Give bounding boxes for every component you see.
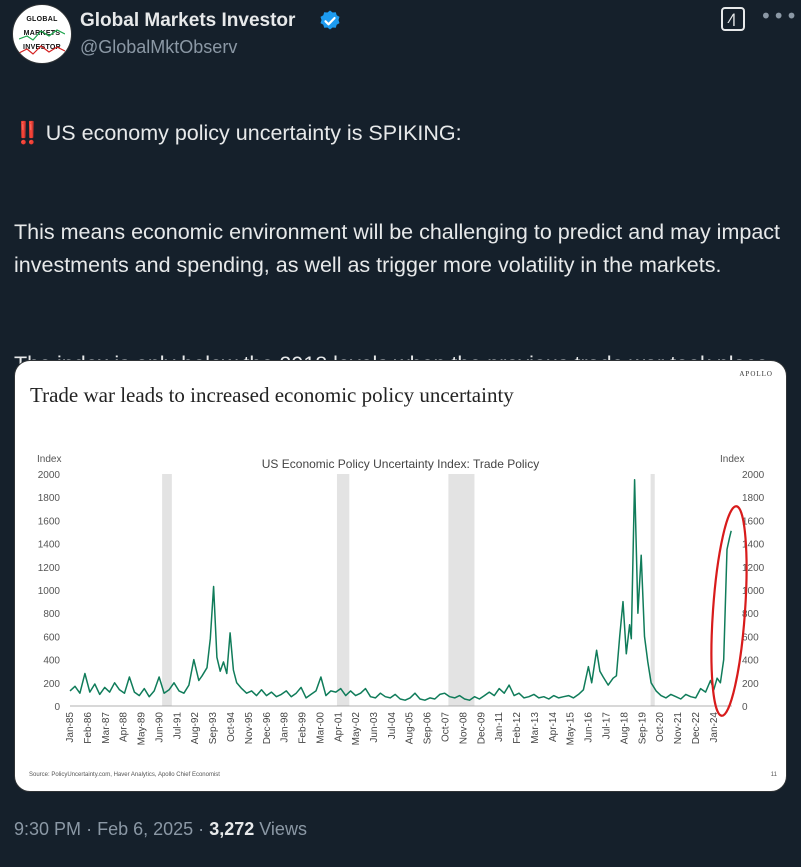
x-tick-label: Dec-96	[262, 712, 273, 745]
y-tick-right: 1800	[742, 493, 765, 504]
double-exclamation-icon: ‼️	[14, 121, 41, 145]
x-tick-label: Nov-21	[673, 712, 684, 745]
y-tick-right: 1600	[742, 516, 765, 527]
y-tick-right: 600	[742, 632, 759, 643]
tweet-paragraph-2: This means economic environment will be …	[14, 220, 781, 277]
x-tick-label: Oct-20	[655, 712, 666, 742]
y-tick-left: 800	[43, 609, 60, 620]
author-handle[interactable]: @GlobalMktObserv	[80, 37, 238, 57]
verified-badge-icon	[320, 10, 340, 30]
x-tick-label: Feb-12	[512, 712, 523, 744]
highlight-circle	[710, 505, 748, 717]
y-axis-label-right: Index	[720, 454, 745, 465]
tweet-date[interactable]: Feb 6, 2025	[97, 819, 194, 839]
x-tick-label: Oct-94	[226, 712, 237, 742]
x-tick-label: Dec-09	[476, 712, 487, 745]
y-tick-left: 1400	[38, 540, 61, 551]
y-tick-left: 1200	[38, 563, 61, 574]
chart-source: Source: PolicyUncertainty.com, Haver Ana…	[29, 772, 220, 778]
y-tick-right: 1000	[742, 586, 765, 597]
series-line	[69, 479, 732, 701]
author-name[interactable]: Global Markets Investor	[80, 10, 296, 31]
recession-band-1	[336, 474, 350, 706]
avatar-line-1: GLOBAL	[26, 16, 58, 23]
y-tick-right: 1200	[742, 563, 765, 574]
avatar-line-3: INVESTOR	[22, 44, 62, 51]
y-tick-left: 400	[43, 656, 60, 667]
x-tick-label: Jan-85	[65, 712, 76, 743]
y-tick-left: 2000	[38, 470, 61, 481]
x-tick-label: Feb-99	[297, 712, 308, 744]
x-tick-label: Jun-16	[584, 712, 595, 743]
y-tick-left: 0	[54, 702, 60, 713]
x-tick-label: Aug-05	[405, 712, 416, 745]
y-tick-right: 0	[742, 702, 748, 713]
apollo-logo: APOLLO	[739, 370, 773, 378]
x-tick-label: Jun-90	[154, 712, 165, 743]
chart-title: Trade war leads to increased economic po…	[30, 383, 514, 407]
chart-plot: 0 0 200 200 400 400 600 600 800 800 1000 1000 1200 12…	[38, 470, 765, 746]
y-tick-left: 1800	[38, 493, 61, 504]
y-tick-right: 400	[742, 656, 759, 667]
tweet-meta: 9:30 PM · Feb 6, 2025 · 3,272 Views	[14, 819, 307, 840]
y-tick-left: 200	[43, 679, 60, 690]
more-icon[interactable]: •••	[760, 4, 799, 28]
y-tick-right: 800	[742, 609, 759, 620]
avatar-line-2: MARKETS	[23, 30, 61, 37]
x-tick-label: Mar-87	[101, 712, 112, 744]
x-tick-label: Sep-93	[208, 712, 219, 745]
x-tick-label: May-89	[136, 712, 147, 746]
meta-separator-2: ·	[198, 819, 205, 839]
x-tick-label: Nov-08	[458, 712, 469, 745]
y-tick-left: 1600	[38, 516, 61, 527]
x-tick-label: Nov-95	[244, 712, 255, 745]
recession-band-0	[162, 474, 172, 706]
meta-separator: ·	[86, 819, 93, 839]
x-tick-label: Apr-88	[119, 712, 130, 742]
x-tick-label: Sep-06	[423, 712, 434, 745]
x-tick-label: Jan-11	[494, 712, 505, 742]
y-tick-left: 600	[43, 632, 60, 643]
x-tick-label: Feb-86	[83, 712, 94, 744]
chart-page-number: 11	[770, 772, 777, 778]
y-tick-right: 2000	[742, 470, 765, 481]
views-label: Views	[259, 819, 307, 839]
x-tick-label: Aug-18	[619, 712, 630, 745]
x-tick-label: Jan-24	[709, 712, 720, 743]
recession-band-2	[448, 474, 475, 706]
tweet-headline: US economy policy uncertainty is SPIKING…	[45, 121, 462, 145]
x-tick-label: Jul-04	[387, 712, 398, 740]
y-tick-left: 1000	[38, 586, 61, 597]
x-tick-label: Jul-91	[172, 712, 183, 740]
x-tick-label: May-15	[566, 712, 577, 746]
grok-icon[interactable]: ⁄|	[721, 7, 745, 31]
x-tick-label: Jul-17	[602, 712, 613, 740]
tweet-time[interactable]: 9:30 PM	[14, 819, 82, 839]
y-axis-label-left: Index	[37, 454, 62, 465]
y-tick-right: 1400	[742, 540, 765, 551]
x-tick-label: Oct-07	[441, 712, 452, 742]
x-tick-label: Apr-01	[333, 712, 344, 742]
x-tick-label: Jan-98	[280, 712, 291, 743]
x-tick-label: Sep-19	[637, 712, 648, 745]
x-tick-label: Apr-14	[548, 712, 559, 742]
x-tick-label: May-02	[351, 712, 362, 746]
x-tick-label: Aug-92	[190, 712, 201, 745]
avatar-chart-icon	[19, 29, 65, 55]
avatar[interactable]: GLOBAL MARKETS INVESTOR	[12, 4, 72, 64]
y-tick-right: 200	[742, 679, 759, 690]
x-tick-label: Mar-13	[530, 712, 541, 744]
x-tick-label: Dec-22	[691, 712, 702, 745]
tweet-line-1: ‼️ US economy policy uncertainty is SPIKI…	[14, 117, 789, 150]
chart-subtitle: US Economic Policy Uncertainty Index: Tr…	[261, 457, 540, 471]
recession-band-3	[650, 474, 655, 706]
views-count: 3,272	[209, 819, 255, 839]
x-tick-label: Mar-00	[315, 712, 326, 744]
media-image[interactable]: Trade war leads to increased economic po…	[14, 360, 787, 792]
x-tick-label: Jun-03	[369, 712, 380, 743]
